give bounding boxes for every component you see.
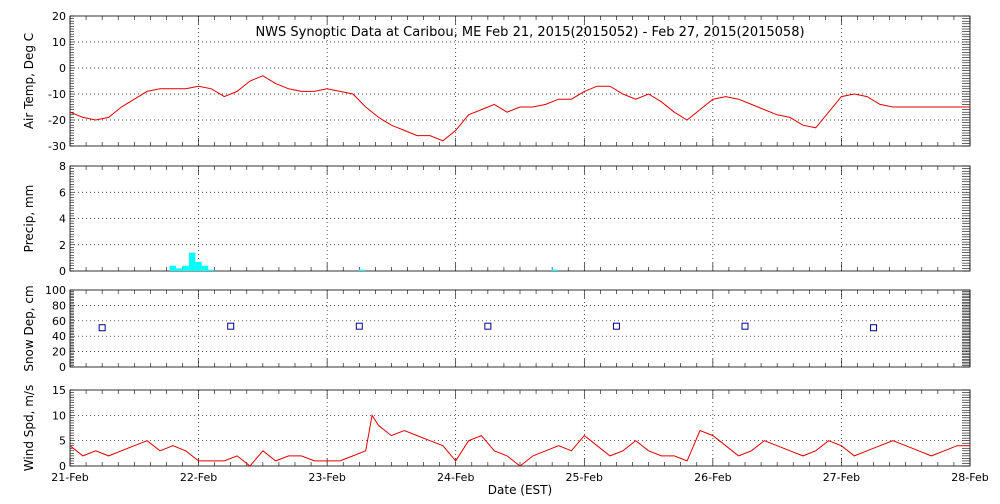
x-tick-label: 25-Feb [566, 471, 603, 484]
snow-y-tick-label: 0 [59, 361, 66, 374]
snow-point [612, 322, 620, 330]
snow-y-tick-label: 60 [52, 315, 66, 328]
snow-point [98, 324, 106, 332]
snow-panel: 100 80 60 40 20 0 Snow Dep, cm [22, 284, 971, 374]
snow-point [227, 322, 235, 330]
snow-y-axis-label: Snow Dep, cm [22, 285, 36, 371]
snow-point [484, 322, 492, 330]
precip-y-tick-label: 2 [59, 239, 66, 252]
precip-bar [358, 269, 366, 271]
precip-y-axis-label: Precip, mm [22, 185, 36, 253]
precip-bar [176, 268, 183, 271]
wind-y-tick-label: 5 [59, 435, 66, 448]
temp-y-axis-label: Air Temp, Deg C [22, 33, 36, 129]
temp-panel: 20 10 0 -10 -20 -30 Air Temp, Deg C [22, 10, 971, 153]
snow-point [355, 322, 363, 330]
chart-title: NWS Synoptic Data at Caribou, ME Feb 21,… [255, 25, 804, 40]
x-tick-label: 22-Feb [180, 471, 217, 484]
wind-y-tick-label: 0 [59, 460, 66, 473]
wind-panel: 15 10 5 0 Wind Spd, m/s [22, 384, 971, 473]
precip-bar [551, 269, 558, 271]
wind-series-line [69, 413, 970, 467]
wind-y-axis-label: Wind Spd, m/s [22, 385, 36, 471]
wind-y-tick-label: 15 [52, 384, 66, 397]
temp-y-tick-label: 10 [52, 36, 66, 49]
snow-y-tick-label: 20 [52, 346, 66, 359]
x-tick-label: 21-Feb [51, 471, 88, 484]
precip-bar [169, 265, 177, 271]
wind-frame [69, 389, 971, 467]
x-tick-label: 26-Feb [694, 471, 731, 484]
temp-y-tick-label: 0 [59, 62, 66, 75]
wind-y-tick-label: 10 [52, 409, 66, 422]
precip-panel: 8 6 4 2 0 Precip, mm [22, 160, 971, 278]
precip-bar [208, 269, 215, 271]
temp-y-tick-label: 20 [52, 10, 66, 23]
temp-y-tick-label: -20 [48, 114, 66, 127]
temp-y-tick-label: -10 [48, 88, 66, 101]
precip-y-tick-label: 0 [59, 265, 66, 278]
precip-frame [69, 165, 971, 272]
temp-y-tick-label: -30 [48, 140, 66, 153]
precip-bar [182, 265, 189, 271]
precip-y-tick-label: 6 [59, 186, 66, 199]
precip-y-tick-label: 4 [59, 213, 66, 226]
precip-y-tick-label: 8 [59, 160, 66, 173]
snow-y-tick-label: 40 [52, 330, 66, 343]
x-tick-label: 23-Feb [308, 471, 345, 484]
snow-point [741, 322, 749, 330]
precip-bar [188, 252, 196, 271]
snow-y-tick-label: 100 [45, 284, 66, 297]
snow-y-tick-label: 80 [52, 299, 66, 312]
temp-frame [69, 15, 971, 147]
x-axis-label: Date (EST) [488, 483, 552, 497]
precip-bar [195, 261, 202, 271]
snow-point [870, 324, 878, 332]
temp-series-line [69, 75, 970, 142]
precip-bar [201, 265, 209, 271]
x-tick-label: 28-Feb [951, 471, 988, 484]
x-tick-label: 27-Feb [823, 471, 860, 484]
snow-frame [69, 289, 971, 368]
x-tick-label: 24-Feb [437, 471, 474, 484]
